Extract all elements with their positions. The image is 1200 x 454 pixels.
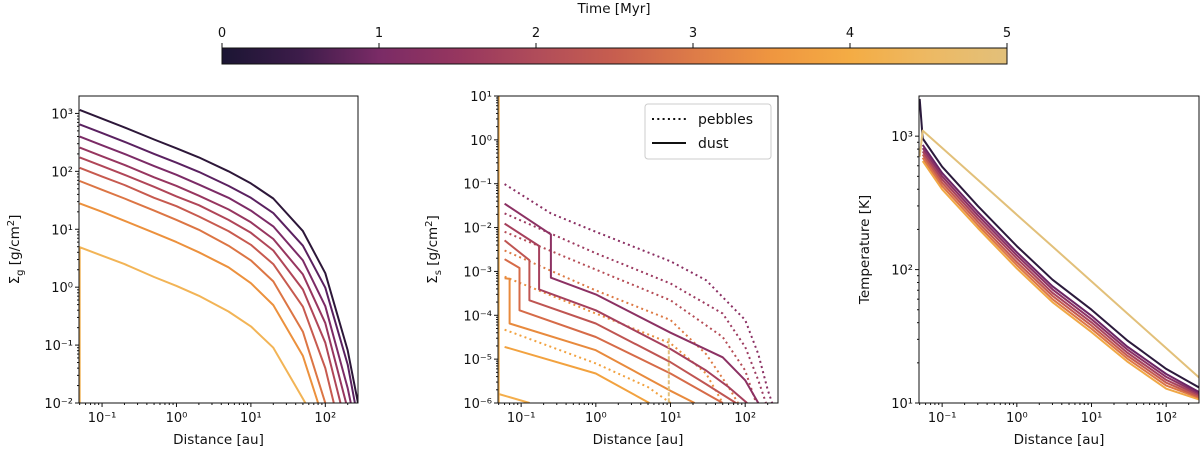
- colorbar: Time [Myr] 0 1 2 3 4 5: [218, 1, 1011, 65]
- panel-temperature: 10⁻¹ 10⁰ 10¹ 10² 10¹ 10² 10³ Distance [au] Tempe…: [857, 95, 1200, 448]
- y-tick-label: 10¹: [470, 90, 492, 105]
- y-tick-label: 10⁻⁵: [463, 353, 492, 368]
- y-tick-label: 10²: [51, 165, 73, 180]
- y-tick-label: 10³: [51, 107, 73, 122]
- y-axis-label-part: [g/cm: [425, 227, 441, 270]
- series-line-solid-3: [921, 150, 1199, 397]
- series-line-solid-3: [79, 146, 348, 403]
- panel-solid-surface-density: 10⁻¹ 10⁰ 10¹ 10² 10⁻⁶ 10⁻⁵ 10⁻⁴ 10⁻³ 10⁻² 10⁻¹ 10⁰…: [424, 90, 779, 448]
- series-line-solid-5: [79, 166, 335, 403]
- y-tick-label: 10⁻¹: [463, 178, 492, 193]
- series-group: [79, 108, 358, 403]
- colorbar-tick-label: 3: [689, 26, 697, 41]
- y-axis-label-part: Σ: [7, 276, 23, 285]
- plot-frame: [78, 95, 359, 404]
- series-group: [919, 98, 1199, 401]
- series-group: [498, 96, 774, 403]
- x-tick-label: 10²: [1155, 411, 1177, 426]
- series-line-solid-7: [79, 202, 320, 403]
- y-tick-label: 10⁰: [51, 281, 73, 296]
- colorbar-tick-label: 1: [375, 26, 383, 41]
- y-tick-label: 10⁻²: [463, 222, 492, 237]
- legend-box: [644, 103, 772, 160]
- y-tick-label: 10¹: [51, 223, 73, 238]
- series-line-solid-1: [79, 123, 356, 403]
- colorbar-gradient: [221, 47, 1008, 65]
- legend: pebbles dust: [644, 103, 772, 160]
- series-line-solid-2: [79, 135, 352, 403]
- y-axis-label: Σs [g/cm2]: [424, 215, 444, 284]
- colorbar-title: Time [Myr]: [576, 1, 650, 17]
- x-tick-label: 10⁰: [1006, 411, 1028, 426]
- series-line-solid-0: [921, 160, 1199, 401]
- y-axis-label: Temperature [K]: [857, 195, 873, 305]
- series-line-solid-6: [504, 202, 760, 403]
- series-line-solid-11: [504, 345, 650, 403]
- colorbar-tick-label: 4: [846, 26, 854, 41]
- series-line-solid-6: [919, 98, 1199, 389]
- y-tick-label: 10⁻²: [44, 397, 73, 412]
- x-tick-label: 10¹: [1081, 411, 1103, 426]
- plot-frame: [497, 95, 779, 404]
- series-line-dotted-5: [504, 328, 672, 403]
- x-axis-label: Distance [au]: [173, 432, 264, 448]
- series-line-dotted-1: [504, 212, 767, 403]
- x-tick-label: 10¹: [240, 411, 262, 426]
- x-axis-label: Distance [au]: [593, 432, 684, 448]
- y-tick-label: 10⁻⁴: [463, 309, 492, 324]
- y-tick-label: 10⁰: [470, 134, 492, 149]
- y-tick-label: 10⁻³: [463, 265, 492, 280]
- series-line-solid-5: [921, 144, 1199, 394]
- colorbar-tick-label: 0: [218, 26, 226, 41]
- y-axis-label-part: ]: [425, 215, 441, 220]
- y-axis-label-part: g: [15, 270, 26, 276]
- panel-gas-surface-density: 10⁻¹ 10⁰ 10¹ 10² 10⁻² 10⁻¹ 10⁰ 10¹ 10² 10³ Distanc…: [6, 95, 359, 448]
- colorbar-ticks: 0 1 2 3 4 5: [218, 26, 1011, 48]
- series-line-solid-4: [79, 156, 342, 403]
- y-axis-label-part: 2: [6, 220, 17, 226]
- y-axis-label-part: Σ: [425, 275, 441, 284]
- legend-dust-label: dust: [698, 136, 729, 152]
- colorbar-tick-label: 5: [1003, 26, 1011, 41]
- series-line-dotted-0: [504, 183, 774, 403]
- series-line-solid-4: [921, 147, 1199, 395]
- series-line-solid-2: [921, 154, 1199, 398]
- x-tick-label: 10²: [734, 411, 756, 426]
- y-tick-label: 10³: [891, 130, 913, 145]
- series-line-solid-8: [79, 246, 307, 403]
- series-line-solid-1: [921, 157, 1199, 399]
- y-axis-label-part: ]: [7, 215, 23, 220]
- y-tick-label: 10²: [891, 264, 913, 279]
- x-tick-label: 10⁻¹: [88, 411, 117, 426]
- x-axis-label: Distance [au]: [1014, 432, 1105, 448]
- y-axis-label-part: 2: [424, 220, 435, 226]
- y-tick-label: 10¹: [891, 397, 913, 412]
- legend-pebbles-label: pebbles: [698, 112, 753, 128]
- y-tick-label: 10⁻⁶: [463, 397, 492, 412]
- series-line-solid-12: [498, 96, 530, 403]
- series-line-solid-7: [919, 129, 1199, 379]
- x-tick-label: 10⁻¹: [928, 411, 957, 426]
- series-line-solid-8: [503, 239, 737, 403]
- plot-frame: [918, 95, 1200, 404]
- series-line-solid-0: [79, 108, 358, 403]
- series-line-solid-10: [504, 277, 696, 403]
- y-tick-label: 10⁻¹: [44, 339, 73, 354]
- series-line-dotted-4: [504, 275, 724, 403]
- colorbar-tick-label: 2: [532, 26, 540, 41]
- x-tick-label: 10⁰: [585, 411, 607, 426]
- x-tick-label: 10⁰: [166, 411, 188, 426]
- series-line-solid-6: [79, 180, 327, 403]
- y-axis-label-part: [g/cm: [7, 226, 23, 269]
- x-tick-label: 10¹: [660, 411, 682, 426]
- series-line-solid-9: [504, 258, 724, 403]
- y-axis-label-part: s: [433, 270, 444, 275]
- y-axis-label: Σg [g/cm2]: [6, 215, 26, 285]
- series-line-solid-7: [504, 222, 748, 403]
- x-tick-label: 10⁻¹: [507, 411, 536, 426]
- x-tick-label: 10²: [314, 411, 336, 426]
